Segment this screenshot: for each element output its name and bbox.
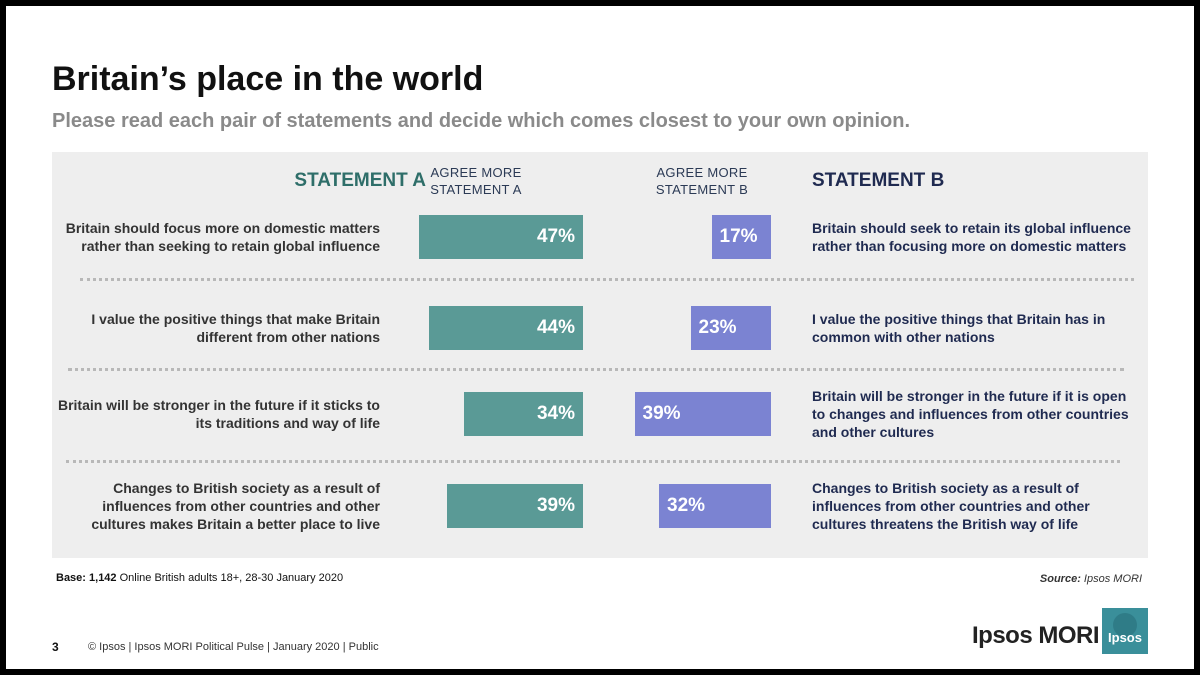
base-note: Base: 1,142 Online British adults 18+, 2…	[56, 572, 343, 584]
chart-row: Changes to British society as a result o…	[6, 471, 1194, 541]
bar-a-label: 47%	[536, 226, 575, 247]
statement-b-text: I value the positive things that Britain…	[812, 311, 1106, 345]
slide: Britain’s place in the world Please read…	[6, 6, 1194, 669]
agree-b-line1: AGREE MORE	[656, 165, 748, 180]
statement-a-text: I value the positive things that make Br…	[91, 311, 380, 345]
ipsos-logo-icon: Ipsos	[1102, 608, 1148, 654]
page-subtitle: Please read each pair of statements and …	[52, 110, 911, 132]
bar-agree-b: 39%	[634, 392, 771, 436]
statement-a-text: Britain should focus more on domestic ma…	[65, 220, 380, 254]
bar-agree-b: 23%	[690, 306, 771, 350]
agree-a-line2: STATEMENT A	[430, 182, 522, 197]
agree-a-line1: AGREE MORE	[430, 165, 522, 180]
bar-agree-a: 39%	[446, 484, 583, 528]
statement-b-text: Britain will be stronger in the future i…	[812, 388, 1129, 440]
bar-b-label: 23%	[698, 317, 737, 338]
bar-agree-a: 34%	[464, 392, 583, 436]
bar-a-label: 34%	[536, 403, 575, 424]
agree-b-header: AGREE MORE STATEMENT B	[622, 164, 782, 198]
brand-name: Ipsos MORI	[972, 622, 1100, 649]
bar-b-label: 17%	[719, 226, 758, 247]
bar-agree-b: 17%	[711, 215, 771, 259]
chart-row: I value the positive things that make Br…	[6, 293, 1194, 363]
source-note-text: Ipsos MORI	[1080, 573, 1142, 585]
chart-panel	[52, 152, 1148, 558]
row-divider	[68, 368, 1124, 371]
bar-agree-a: 44%	[429, 306, 583, 350]
statement-a-text: Changes to British society as a result o…	[91, 480, 380, 532]
source-note: Source: Ipsos MORI	[1040, 573, 1142, 585]
bar-agree-a: 47%	[418, 215, 583, 259]
statement-b-header: STATEMENT B	[812, 170, 945, 191]
base-note-bold: Base: 1,142	[56, 572, 117, 584]
row-divider	[66, 460, 1120, 463]
row-divider	[80, 278, 1134, 281]
bar-b-label: 32%	[667, 495, 706, 516]
statement-b-text: Britain should seek to retain its global…	[812, 220, 1131, 254]
chart-row: Britain should focus more on domestic ma…	[6, 202, 1194, 272]
logo-text: Ipsos	[1108, 630, 1142, 645]
statement-a-text: Britain will be stronger in the future i…	[57, 397, 380, 431]
page-title: Britain’s place in the world	[52, 60, 484, 98]
page-number: 3	[52, 640, 59, 654]
bar-b-label: 39%	[642, 403, 681, 424]
agree-a-header: AGREE MORE STATEMENT A	[396, 164, 556, 198]
bar-agree-b: 32%	[659, 484, 771, 528]
chart-row: Britain will be stronger in the future i…	[6, 379, 1194, 449]
agree-b-line2: STATEMENT B	[655, 182, 749, 197]
bar-a-label: 44%	[536, 317, 575, 338]
source-note-bold: Source:	[1039, 573, 1081, 585]
statement-a-header: STATEMENT A	[294, 170, 426, 191]
statement-b-text: Changes to British society as a result o…	[812, 480, 1090, 532]
bar-a-label: 39%	[536, 495, 575, 516]
footer-text: © Ipsos | Ipsos MORI Political Pulse | J…	[88, 641, 379, 653]
base-note-text: Online British adults 18+, 28-30 January…	[116, 572, 344, 584]
